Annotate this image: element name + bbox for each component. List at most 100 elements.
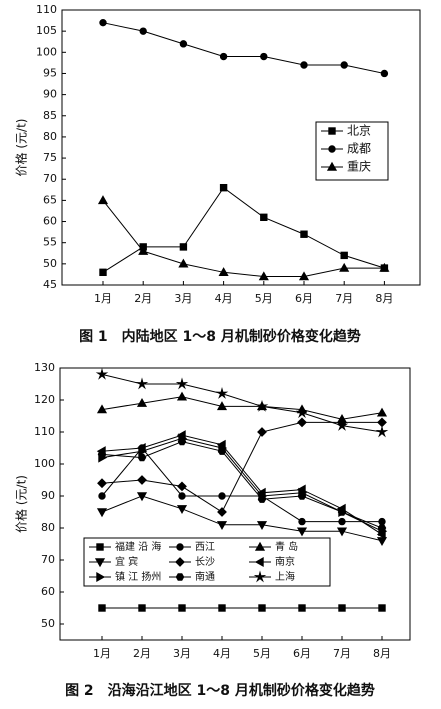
data-point bbox=[179, 243, 188, 251]
data-point bbox=[138, 446, 148, 457]
data-point bbox=[298, 604, 306, 612]
y-tick-label: 110 bbox=[34, 425, 55, 438]
y-tick-label: 75 bbox=[43, 151, 57, 164]
data-point bbox=[97, 478, 107, 489]
data-point bbox=[138, 604, 146, 612]
legend-marker bbox=[328, 145, 336, 153]
data-point bbox=[178, 492, 186, 500]
data-point bbox=[258, 271, 269, 281]
caption: 图 2 沿海沿江地区 1～8 月机制砂价格变化趋势 bbox=[65, 682, 375, 699]
data-point bbox=[215, 387, 229, 399]
data-point bbox=[178, 258, 189, 268]
data-point bbox=[99, 268, 107, 277]
y-tick-label: 95 bbox=[43, 66, 57, 79]
legend-marker bbox=[254, 541, 266, 551]
data-point bbox=[218, 492, 226, 500]
legend-label: 北京 bbox=[347, 124, 371, 138]
legend-label: 西江 bbox=[195, 541, 215, 553]
legend-marker bbox=[176, 543, 184, 551]
data-point bbox=[176, 505, 188, 515]
legend-marker bbox=[326, 161, 338, 171]
data-point bbox=[95, 367, 109, 380]
data-point bbox=[339, 262, 350, 272]
y-tick-label: 60 bbox=[41, 585, 55, 598]
legend-marker bbox=[96, 571, 106, 583]
y-tick-label: 130 bbox=[34, 361, 55, 374]
data-point bbox=[177, 437, 187, 446]
data-point bbox=[219, 52, 228, 61]
data-point bbox=[97, 450, 107, 459]
data-point bbox=[379, 262, 390, 272]
data-point bbox=[335, 419, 349, 431]
data-point bbox=[298, 517, 306, 526]
data-point bbox=[178, 604, 186, 612]
series-line bbox=[101, 421, 382, 513]
series-line bbox=[102, 200, 385, 278]
data-point bbox=[217, 447, 227, 455]
x-tick-label: 5月 bbox=[253, 647, 271, 660]
data-point bbox=[340, 251, 348, 260]
y-tick-label: 90 bbox=[41, 489, 55, 502]
data-point bbox=[216, 401, 228, 411]
plot-frame bbox=[59, 367, 411, 641]
legend-marker bbox=[254, 556, 264, 568]
data-point bbox=[257, 495, 267, 503]
x-tick-label: 3月 bbox=[174, 292, 192, 305]
data-point bbox=[296, 527, 308, 537]
x-tick-label: 6月 bbox=[295, 292, 313, 305]
legend-label: 成都 bbox=[347, 142, 371, 156]
data-point bbox=[96, 404, 108, 414]
data-point bbox=[298, 271, 310, 281]
data-point bbox=[257, 427, 267, 437]
x-tick-label: 5月 bbox=[255, 292, 273, 305]
data-point bbox=[378, 517, 386, 526]
y-axis-label: 价格 (元/t) bbox=[14, 119, 29, 177]
data-point bbox=[218, 267, 229, 277]
data-point bbox=[97, 195, 109, 205]
legend-label: 福建 沿 海 bbox=[115, 540, 161, 553]
x-tick-label: 2月 bbox=[134, 292, 152, 305]
legend-box bbox=[83, 537, 331, 587]
data-point bbox=[99, 18, 107, 27]
legend-marker bbox=[94, 558, 106, 568]
data-point bbox=[338, 604, 346, 612]
y-tick-label: 120 bbox=[34, 393, 55, 406]
x-tick-label: 4月 bbox=[213, 647, 231, 660]
data-point bbox=[139, 27, 147, 35]
y-tick-label: 80 bbox=[41, 521, 55, 534]
data-point bbox=[179, 40, 188, 48]
y-tick-label: 85 bbox=[43, 109, 57, 122]
data-point bbox=[177, 481, 187, 492]
legend-marker bbox=[96, 543, 104, 551]
y-tick-label: 100 bbox=[36, 45, 57, 58]
data-point bbox=[376, 537, 388, 547]
x-tick-label: 8月 bbox=[373, 647, 391, 660]
data-point bbox=[297, 417, 307, 428]
y-tick-label: 50 bbox=[41, 617, 55, 630]
series-line bbox=[102, 22, 385, 74]
y-tick-label: 60 bbox=[43, 215, 57, 228]
legend-label: 南通 bbox=[195, 570, 215, 583]
legend-label: 宜 宾 bbox=[115, 555, 138, 568]
legend-marker bbox=[328, 127, 336, 135]
data-point bbox=[135, 377, 149, 390]
data-point bbox=[255, 399, 269, 412]
legend-marker bbox=[175, 557, 185, 567]
series-line bbox=[101, 396, 383, 420]
data-point bbox=[336, 527, 348, 537]
data-point bbox=[338, 517, 346, 526]
data-point bbox=[136, 492, 148, 502]
y-tick-label: 110 bbox=[36, 3, 57, 16]
series-line bbox=[101, 434, 383, 535]
legend-label: 镇 江 扬州 bbox=[115, 570, 161, 583]
data-point bbox=[260, 52, 268, 61]
x-tick-label: 3月 bbox=[173, 647, 191, 660]
series-line bbox=[101, 447, 382, 523]
series-line bbox=[101, 441, 383, 529]
series-line bbox=[102, 186, 385, 273]
data-point bbox=[260, 213, 268, 222]
data-point bbox=[378, 604, 386, 612]
plot-frame bbox=[61, 9, 421, 286]
data-point bbox=[218, 604, 226, 612]
